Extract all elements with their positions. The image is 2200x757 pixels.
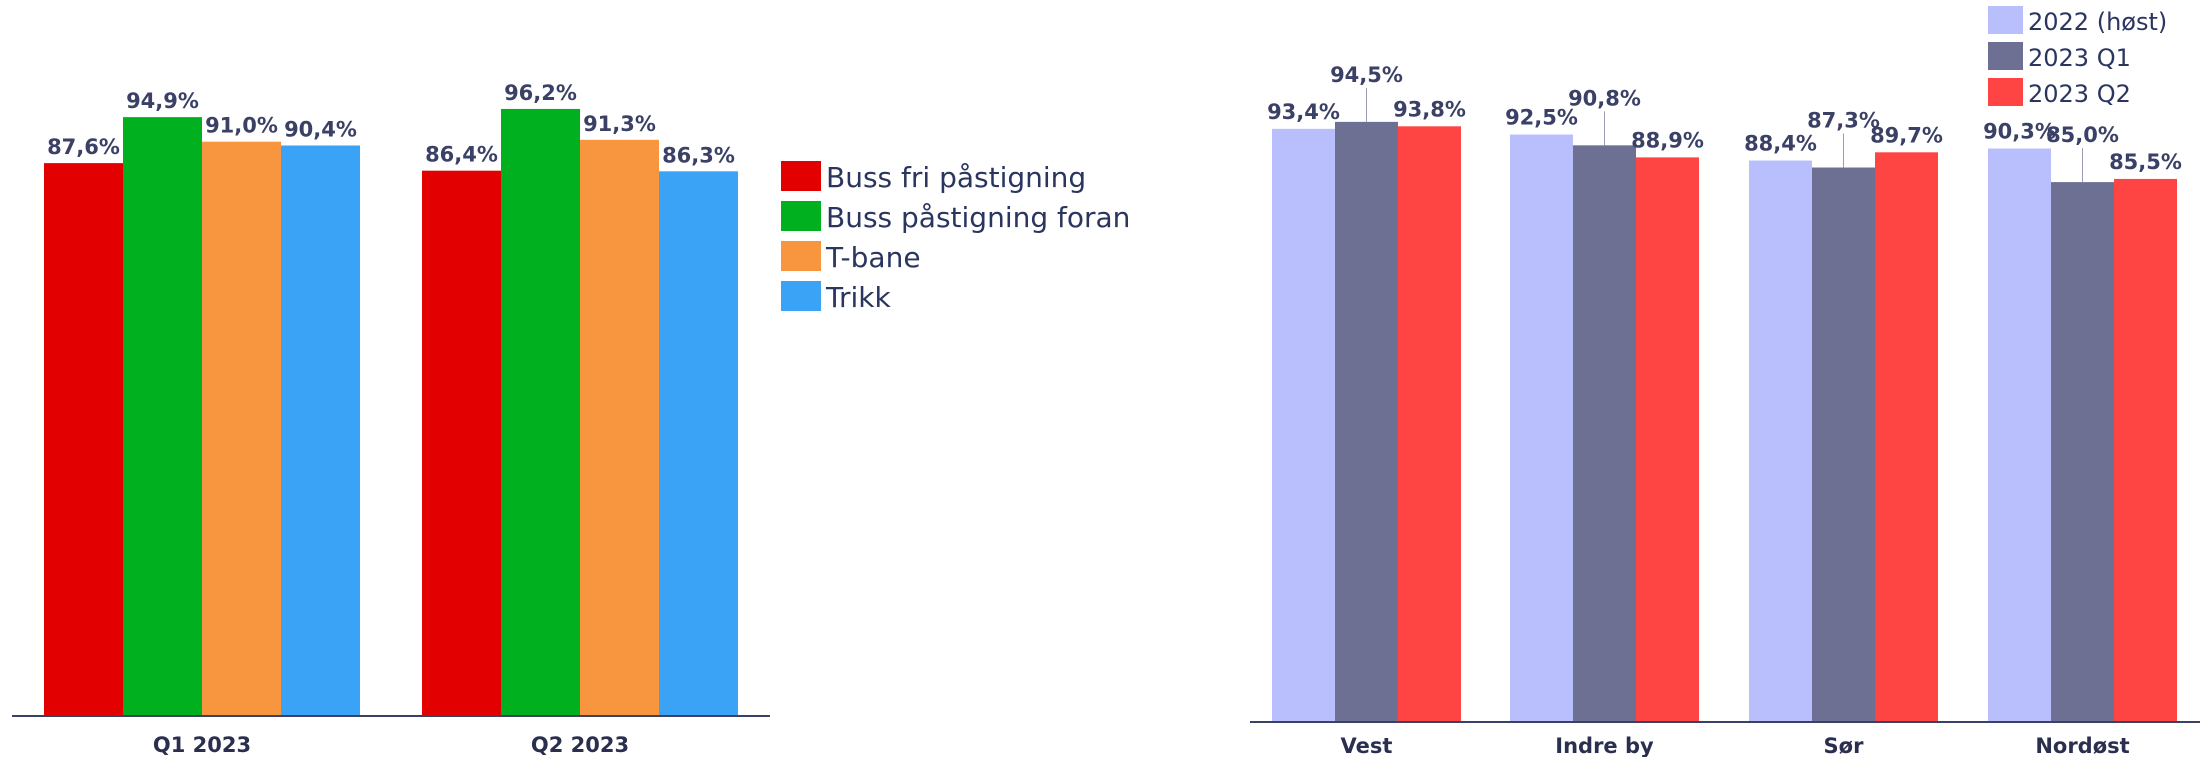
x-tick-label: Q2 2023: [531, 733, 629, 757]
bar: [1510, 134, 1573, 722]
bar: [44, 163, 123, 715]
bar: [501, 108, 580, 715]
legend-swatch: [1988, 42, 2023, 70]
bar: [1636, 157, 1699, 721]
data-label: 90,3%: [1983, 119, 2056, 143]
data-label: 92,5%: [1505, 106, 1578, 130]
data-label: 91,3%: [583, 112, 656, 136]
chart-transport-modes: 87,6%94,9%91,0% 90,4% Q1 2023 86,4% 96,2%91,…: [12, 81, 1130, 757]
data-label: 93,8%: [1393, 97, 1466, 121]
data-label: 87,6%: [47, 135, 120, 159]
bar: [1875, 152, 1938, 721]
bar: [202, 141, 281, 715]
bar: [281, 145, 360, 716]
data-label: 85,5%: [2109, 150, 2182, 174]
legend-swatch: [1988, 78, 2023, 106]
x-tick-label: Nordøst: [2035, 734, 2129, 757]
legend-label: 2022 (høst): [2028, 8, 2167, 36]
data-label: 94,5%: [1330, 63, 1403, 87]
data-label: 89,7%: [1870, 123, 1943, 147]
bar: [422, 170, 501, 715]
bar: [1398, 126, 1461, 722]
legend-swatch: [781, 241, 821, 271]
data-label: 88,9%: [1631, 128, 1704, 152]
data-label: 90,4%: [284, 117, 357, 141]
legend-label: 2023 Q1: [2028, 44, 2131, 72]
legend-label: Trikk: [825, 281, 891, 314]
chart-regions: 93,4% 94,5% 93,8% Vest 92,5%90,8% 88,9% Indre …: [1250, 6, 2200, 757]
data-label: 94,9%: [126, 89, 199, 113]
legend-swatch: [781, 281, 821, 311]
legend-swatch: [781, 201, 821, 231]
data-label: 96,2%: [504, 81, 577, 105]
bar: [2051, 182, 2114, 722]
data-label: 86,3%: [662, 143, 735, 167]
legend-label: Buss påstigning foran: [826, 201, 1130, 234]
bar: [2114, 178, 2177, 721]
x-tick-label: Vest: [1341, 734, 1393, 757]
data-label: 90,8%: [1568, 86, 1641, 110]
data-label: 93,4%: [1267, 100, 1340, 124]
bar: [123, 117, 202, 715]
bar: [1988, 148, 2051, 722]
legend-label: Buss fri påstigning: [826, 161, 1086, 194]
data-label: 85,0%: [2046, 123, 2119, 147]
bar: [1335, 121, 1398, 722]
data-label: 88,4%: [1744, 132, 1817, 156]
data-label: 87,3%: [1807, 109, 1880, 133]
legend-swatch: [781, 161, 821, 191]
x-tick-label: Indre by: [1555, 734, 1654, 757]
bar: [659, 171, 738, 715]
bar: [1812, 167, 1875, 721]
legend-label: T-bane: [825, 241, 921, 274]
bar: [580, 139, 659, 715]
bar: [1573, 145, 1636, 721]
data-label: 86,4%: [425, 143, 498, 167]
legend-label: 2023 Q2: [2028, 80, 2131, 108]
x-tick-label: Sør: [1824, 734, 1865, 757]
bar: [1749, 160, 1812, 721]
data-label: 91,0%: [205, 114, 278, 138]
x-tick-label: Q1 2023: [153, 733, 251, 757]
bar: [1272, 128, 1335, 721]
legend-swatch: [1988, 6, 2023, 34]
